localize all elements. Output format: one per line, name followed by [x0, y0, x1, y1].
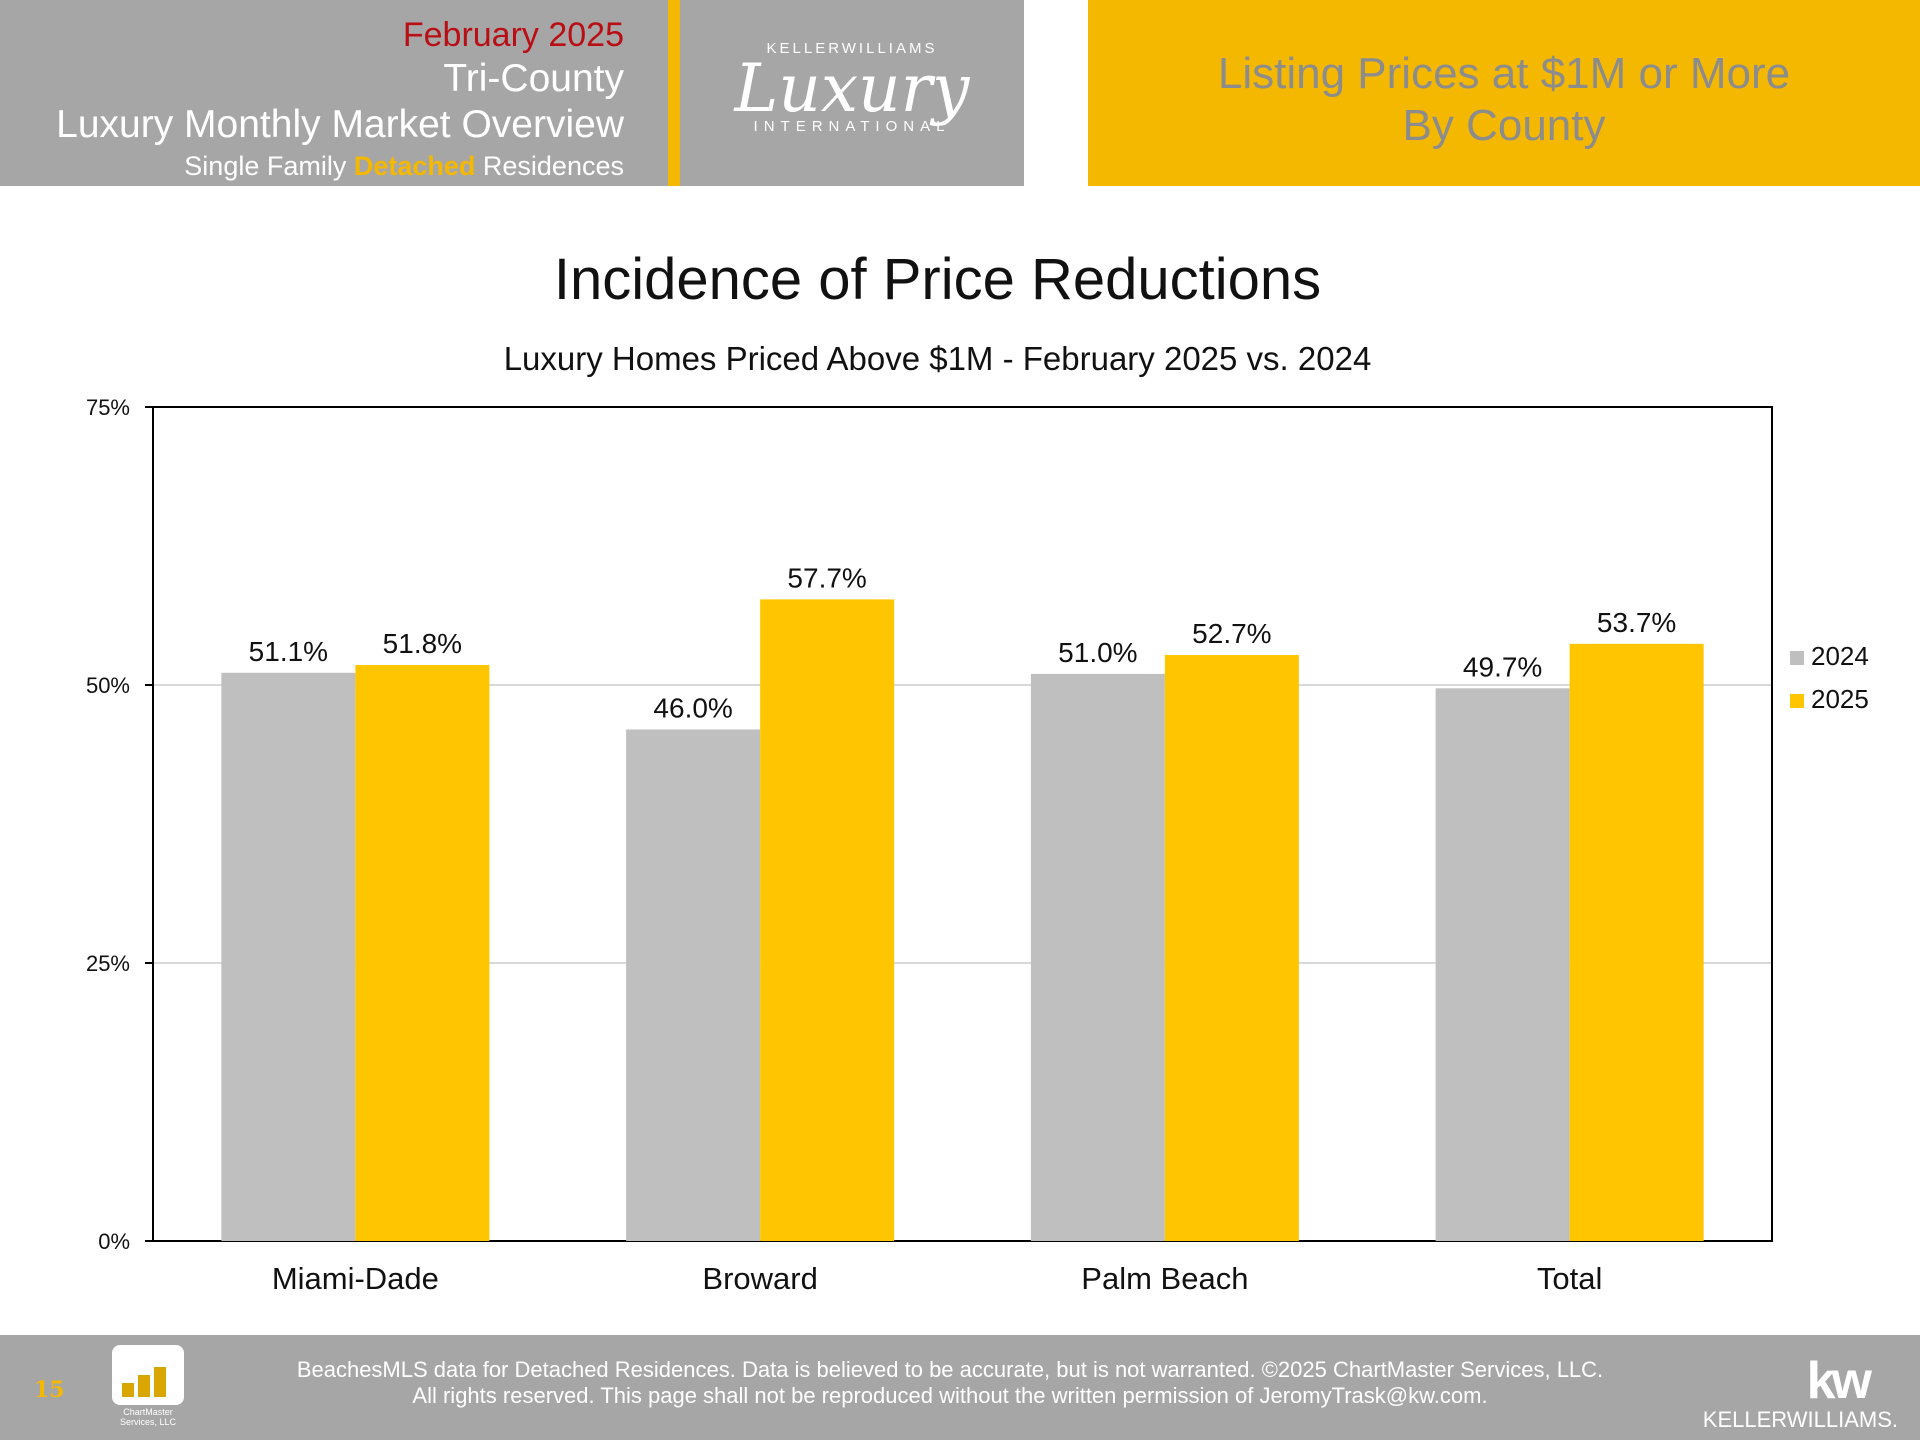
chartmaster-logo-text: ChartMaster Services, LLC — [119, 1407, 177, 1427]
luxury-logo: KELLERWILLIAMS Luxury INTERNATIONAL — [680, 0, 1024, 186]
plot-area-border — [152, 406, 1773, 1242]
data-label: 53.7% — [1597, 607, 1676, 638]
subtitle-highlight: Detached — [353, 151, 476, 181]
bar-2025 — [760, 599, 895, 1241]
x-tick-label: Broward — [702, 1261, 817, 1296]
bar-2025 — [1164, 654, 1299, 1241]
x-tick-label: Total — [1537, 1261, 1602, 1296]
bar-2024 — [626, 729, 761, 1241]
data-label: 57.7% — [787, 562, 866, 593]
page-number: 15 — [34, 1377, 65, 1403]
disclaimer: BeachesMLS data for Detached Residences.… — [230, 1357, 1670, 1409]
bar-2025 — [355, 664, 490, 1241]
bar-2024 — [221, 672, 356, 1241]
header-title-block: February 2025 Tri-County Luxury Monthly … — [56, 14, 624, 184]
disclaimer-line1: BeachesMLS data for Detached Residences.… — [296, 1357, 1604, 1382]
data-label: 52.7% — [1192, 618, 1271, 649]
subtitle-prefix: Single Family — [184, 151, 354, 181]
y-tick-label: 75% — [86, 395, 130, 420]
data-label: 51.0% — [1058, 637, 1137, 668]
data-label: 51.8% — [383, 628, 462, 659]
section-title-line2: By County — [1402, 101, 1606, 150]
section-title-line1: Listing Prices at $1M or More — [1217, 49, 1791, 98]
chartmaster-logo-icon — [112, 1345, 184, 1405]
legend-swatch-2025 — [1790, 694, 1804, 708]
report-subtitle: Single Family Detached Residences — [56, 148, 624, 184]
bar-2024 — [1435, 688, 1570, 1241]
y-tick-label: 25% — [86, 951, 130, 976]
header-left-panel: February 2025 Tri-County Luxury Monthly … — [0, 0, 668, 186]
kw-logo-name: KELLERWILLIAMS. — [1702, 1407, 1898, 1432]
header-accent-stripe — [668, 0, 680, 186]
logo-brand-text: KELLERWILLIAMS — [766, 40, 938, 57]
legend-swatch-2024 — [1790, 651, 1804, 665]
data-label: 51.1% — [249, 636, 328, 667]
chart-subtitle: Luxury Homes Priced Above $1M - February… — [503, 340, 1372, 377]
header-right-panel: Listing Prices at $1M or More By County — [1088, 0, 1920, 186]
subtitle-suffix: Residences — [475, 151, 624, 181]
logo-luxury-script: Luxury — [734, 50, 970, 127]
footer: 15 ChartMaster Services, LLC BeachesMLS … — [0, 1335, 1920, 1440]
kw-logo-mark: kw — [1806, 1352, 1872, 1410]
report-title: Luxury Monthly Market Overview — [56, 103, 624, 146]
legend-label: 2024 — [1811, 641, 1869, 671]
legend-label: 2025 — [1811, 684, 1869, 714]
logo-international-text: INTERNATIONAL — [753, 118, 951, 135]
y-tick-label: 50% — [86, 673, 130, 698]
bar-chart: 0% 25% 50% 75% 51.1% 51.8% Miami-Dade 46.0% 57.7… — [86, 395, 1869, 1296]
x-tick-label: Miami-Dade — [272, 1261, 439, 1296]
bar-2024 — [1030, 673, 1165, 1241]
data-label: 46.0% — [653, 692, 732, 723]
data-label: 49.7% — [1463, 651, 1542, 682]
x-tick-label: Palm Beach — [1081, 1261, 1248, 1296]
section-title: Listing Prices at $1M or More By County — [1088, 48, 1920, 152]
y-tick-label: 0% — [98, 1229, 130, 1254]
disclaimer-line2: All rights reserved. This page shall not… — [412, 1383, 1488, 1408]
chart-title: Incidence of Price Reductions — [553, 247, 1322, 312]
region-title: Tri-County — [443, 57, 624, 100]
bar-2025 — [1569, 643, 1704, 1241]
report-date: February 2025 — [402, 16, 624, 54]
